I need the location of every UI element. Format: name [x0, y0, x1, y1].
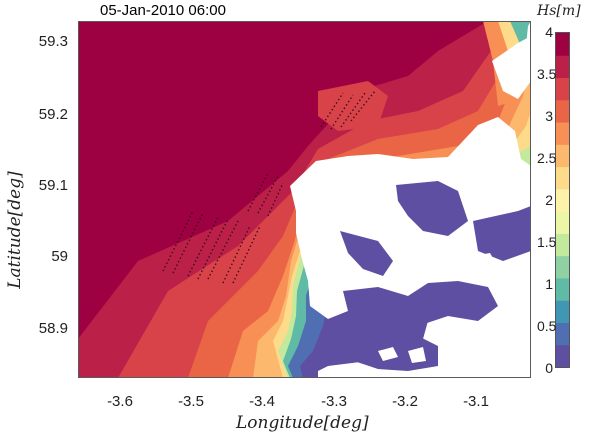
colorbar-title: Hs[m]: [537, 3, 581, 19]
inland-water: [340, 231, 393, 276]
x-tick-label: -3.4: [249, 393, 275, 410]
y-tick-label: 59.2: [38, 106, 68, 123]
colorbar-step: [556, 77, 569, 101]
colorbar-step: [556, 211, 569, 234]
land-island: [408, 347, 426, 363]
colorbar-tick-label: 4: [545, 24, 553, 40]
x-tick-label: -3.5: [178, 393, 204, 410]
inland-water: [396, 181, 468, 236]
colorbar-tick-label: 2.5: [537, 150, 557, 166]
colorbar-step: [556, 122, 569, 145]
colorbar-tick-label: 0.5: [537, 318, 557, 334]
x-axis-label: Longitude[deg]: [236, 413, 369, 433]
land-island: [468, 253, 498, 276]
land-island: [378, 347, 398, 361]
x-tick-label: -3.1: [463, 393, 489, 410]
colorbar-step: [556, 55, 569, 79]
y-tick-label: 59: [51, 248, 68, 265]
colorbar-tick-label: 1.5: [537, 234, 557, 250]
x-tick-label: -3.2: [392, 393, 418, 410]
contour-band: [318, 81, 388, 131]
colorbar-tick-label: 2: [545, 192, 553, 208]
colorbar-tick-label: 3.5: [537, 66, 557, 82]
colorbar-step: [556, 166, 569, 190]
colorbar: [555, 32, 570, 368]
colorbar-step: [556, 33, 569, 56]
plot-title: 05-Jan-2010 06:00: [100, 2, 226, 19]
x-tick-label: -3.3: [321, 393, 347, 410]
survey-tracks: [162, 90, 376, 284]
land-island: [458, 143, 476, 160]
colorbar-step: [556, 144, 569, 168]
colorbar-tick-label: 1: [545, 276, 553, 292]
colorbar-step: [556, 188, 569, 212]
colorbar-step: [556, 99, 569, 123]
y-tick-label: 59.3: [38, 33, 68, 50]
colorbar-tick-label: 0: [545, 360, 553, 376]
colorbar-ramp: [556, 33, 569, 367]
inland-water: [473, 206, 531, 261]
colorbar-step: [556, 300, 569, 323]
colorbar-step: [556, 322, 569, 346]
land-island: [423, 241, 453, 266]
y-axis-label: Latitude[deg]: [5, 171, 25, 289]
y-tick-label: 59.1: [38, 177, 68, 194]
wave-height-map: [78, 21, 531, 378]
colorbar-step: [556, 277, 569, 301]
land-island: [492, 36, 531, 99]
y-tick-label: 58.9: [38, 320, 68, 337]
x-tick-label: -3.6: [107, 393, 133, 410]
inland-water: [343, 281, 498, 326]
colorbar-step: [556, 255, 569, 279]
colorbar-step: [556, 233, 569, 257]
colorbar-step: [556, 344, 569, 367]
map-contours: [78, 21, 531, 378]
colorbar-tick-label: 3: [545, 108, 553, 124]
